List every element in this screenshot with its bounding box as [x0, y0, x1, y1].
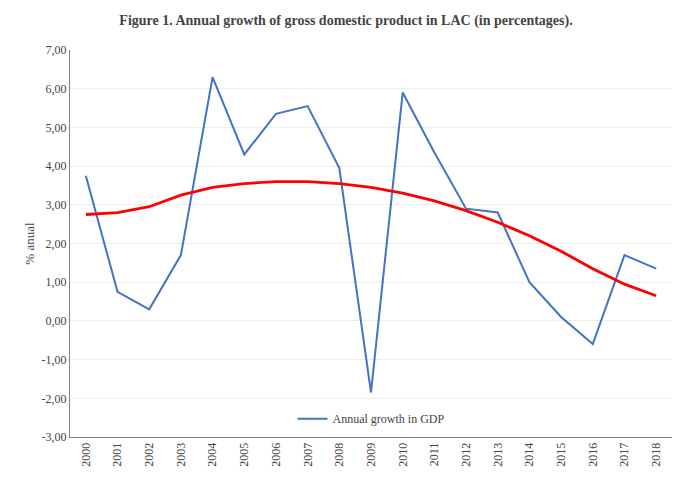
svg-text:5,00: 5,00 — [46, 121, 67, 135]
svg-text:1,00: 1,00 — [46, 275, 67, 289]
svg-text:-2,00: -2,00 — [42, 392, 67, 406]
svg-text:2,00: 2,00 — [46, 237, 67, 251]
svg-text:2017: 2017 — [617, 443, 631, 467]
svg-text:2006: 2006 — [269, 443, 283, 467]
svg-text:2007: 2007 — [301, 443, 315, 467]
svg-text:2018: 2018 — [649, 443, 663, 467]
svg-text:2004: 2004 — [205, 443, 219, 467]
svg-text:% anual: % anual — [22, 222, 37, 265]
svg-text:3,00: 3,00 — [46, 198, 67, 212]
svg-text:-1,00: -1,00 — [42, 353, 67, 367]
svg-text:2000: 2000 — [79, 443, 93, 467]
svg-text:Annual growth in GDP: Annual growth in GDP — [333, 412, 445, 426]
svg-text:2009: 2009 — [364, 443, 378, 467]
svg-text:-3,00: -3,00 — [42, 430, 67, 444]
svg-text:0,00: 0,00 — [46, 314, 67, 328]
svg-text:2005: 2005 — [237, 443, 251, 467]
svg-text:2010: 2010 — [396, 443, 410, 467]
svg-text:2008: 2008 — [332, 443, 346, 467]
svg-text:2012: 2012 — [459, 443, 473, 467]
svg-text:7,00: 7,00 — [46, 43, 67, 57]
svg-text:2011: 2011 — [427, 443, 441, 467]
svg-text:4,00: 4,00 — [46, 159, 67, 173]
svg-text:2003: 2003 — [174, 443, 188, 467]
svg-text:Figure 1. Annual growth of gro: Figure 1. Annual growth of gross domesti… — [119, 13, 572, 29]
svg-text:2001: 2001 — [110, 443, 124, 467]
svg-text:2014: 2014 — [522, 443, 536, 467]
svg-text:2015: 2015 — [554, 443, 568, 467]
svg-text:2013: 2013 — [491, 443, 505, 467]
svg-text:6,00: 6,00 — [46, 82, 67, 96]
svg-text:2002: 2002 — [142, 443, 156, 467]
svg-text:2016: 2016 — [586, 443, 600, 467]
